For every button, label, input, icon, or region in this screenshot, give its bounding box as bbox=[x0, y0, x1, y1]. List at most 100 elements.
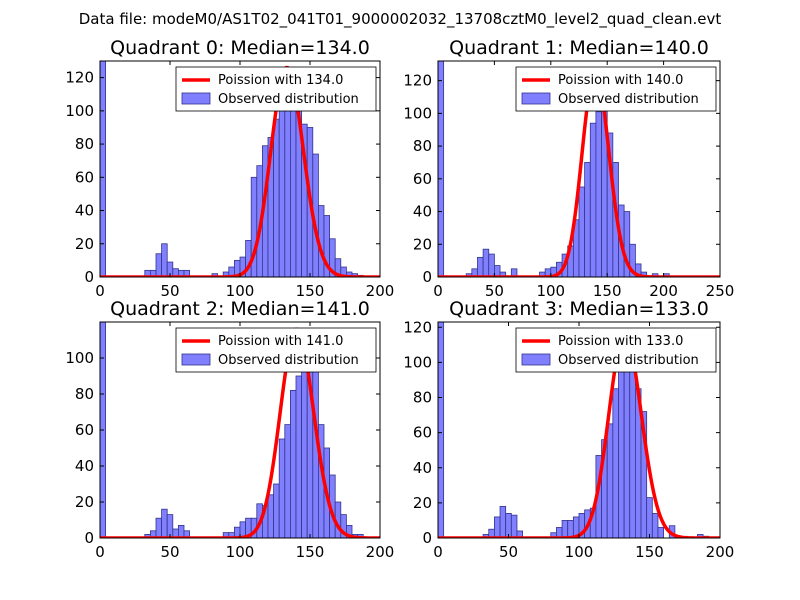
legend-patch-swatch bbox=[181, 353, 211, 366]
x-tick-label: 50 bbox=[499, 543, 518, 561]
x-tick-label: 50 bbox=[160, 282, 179, 300]
hist-bar bbox=[177, 525, 185, 538]
y-tick-label: 60 bbox=[75, 421, 94, 439]
panel-quadrant-1: 0 50 100 150 200 250 0 20 40 60 80 100 120 Quadrant 1… bbox=[403, 37, 734, 300]
x-tick-label: 50 bbox=[160, 543, 179, 561]
legend: Poission with 141.0 Observed distribution bbox=[175, 327, 377, 373]
y-tick-label: 100 bbox=[403, 353, 432, 371]
hist-bar bbox=[651, 513, 659, 538]
hist-bar bbox=[618, 370, 625, 538]
hist-bar bbox=[155, 517, 162, 538]
hist-bar bbox=[284, 424, 291, 538]
x-tick-label: 0 bbox=[433, 543, 443, 561]
axes-frame bbox=[437, 60, 721, 278]
hist-bar bbox=[646, 497, 653, 538]
x-tick-label: 100 bbox=[536, 282, 565, 300]
hist-bar bbox=[567, 520, 574, 538]
y-tick-label: 20 bbox=[75, 493, 94, 511]
hist-bar bbox=[561, 520, 569, 538]
y-tick-label: 100 bbox=[65, 102, 94, 120]
y-tick-label: 80 bbox=[413, 137, 432, 155]
hist-bar bbox=[161, 243, 168, 277]
x-tick-label: 200 bbox=[366, 543, 395, 561]
x-tick-label: 250 bbox=[706, 282, 735, 300]
hist-bar bbox=[477, 256, 484, 277]
hist-bar bbox=[278, 438, 286, 538]
hist-bar bbox=[289, 90, 297, 277]
x-tick-label: 100 bbox=[565, 543, 594, 561]
hist-bar bbox=[612, 388, 619, 538]
y-tick-label: 0 bbox=[422, 268, 432, 286]
legend-entry-fit: Poission with 141.0 bbox=[218, 334, 343, 349]
y-tick-label: 60 bbox=[75, 168, 94, 186]
legend-patch-swatch bbox=[521, 92, 551, 105]
hist-bar bbox=[273, 483, 280, 538]
x-tick-label: 100 bbox=[226, 282, 255, 300]
x-tick-label: 200 bbox=[706, 543, 735, 561]
hist-bar bbox=[273, 118, 280, 277]
y-tick-label: 20 bbox=[75, 235, 94, 253]
hist-bar bbox=[329, 238, 336, 277]
hist-bar bbox=[345, 525, 353, 538]
y-tick-label: 0 bbox=[84, 268, 94, 286]
y-tick-label: 0 bbox=[84, 529, 94, 547]
legend-entry-observed: Observed distribution bbox=[218, 353, 359, 368]
hist-bar bbox=[640, 411, 648, 538]
hist-bar bbox=[482, 248, 490, 277]
legend-patch-swatch bbox=[181, 92, 211, 105]
x-tick-label: 150 bbox=[296, 543, 325, 561]
y-tick-label: 100 bbox=[403, 104, 432, 122]
hist-bar bbox=[278, 95, 286, 277]
y-tick-label: 120 bbox=[65, 69, 94, 87]
x-tick-label: 150 bbox=[593, 282, 622, 300]
y-tick-label: 20 bbox=[413, 235, 432, 253]
hist-bar bbox=[438, 322, 445, 538]
y-tick-label: 60 bbox=[413, 424, 432, 442]
hist-bar bbox=[510, 514, 518, 538]
hist-bar bbox=[301, 359, 308, 538]
y-tick-label: 80 bbox=[413, 389, 432, 407]
x-tick-label: 200 bbox=[649, 282, 678, 300]
x-tick-label: 200 bbox=[366, 282, 395, 300]
y-tick-label: 60 bbox=[413, 170, 432, 188]
hist-bar bbox=[161, 508, 168, 538]
y-tick-label: 80 bbox=[75, 385, 94, 403]
legend: Poission with 134.0 Observed distribution bbox=[175, 66, 377, 112]
legend: Poission with 133.0 Observed distribution bbox=[515, 327, 717, 373]
x-tick-label: 0 bbox=[95, 282, 105, 300]
hist-bar bbox=[589, 122, 597, 277]
hist-bar bbox=[499, 271, 507, 277]
legend-entry-observed: Observed distribution bbox=[558, 92, 699, 107]
hist-bar bbox=[183, 269, 190, 277]
legend-patch-swatch bbox=[521, 353, 551, 366]
y-tick-label: 40 bbox=[75, 457, 94, 475]
hist-bar bbox=[584, 162, 591, 277]
hist-bar bbox=[438, 61, 445, 277]
hist-bar bbox=[623, 349, 631, 538]
hist-bar bbox=[606, 423, 614, 538]
panel-quadrant-2: 0 50 100 150 200 0 20 40 60 80 100 Quadrant 2: Medi… bbox=[65, 298, 394, 561]
hist-bar bbox=[155, 253, 162, 277]
hist-bar bbox=[499, 505, 507, 538]
y-tick-label: 120 bbox=[403, 318, 432, 336]
hist-bar bbox=[289, 389, 297, 538]
x-tick-label: 0 bbox=[95, 543, 105, 561]
x-tick-label: 150 bbox=[296, 282, 325, 300]
hist-bar bbox=[267, 494, 274, 538]
y-tick-label: 100 bbox=[65, 349, 94, 367]
y-tick-label: 40 bbox=[413, 203, 432, 221]
hist-bar bbox=[295, 375, 302, 538]
y-tick-label: 20 bbox=[413, 494, 432, 512]
y-tick-label: 80 bbox=[75, 135, 94, 153]
poisson-fit-line bbox=[438, 69, 720, 277]
hist-bar bbox=[595, 111, 602, 277]
panel-quadrant-0: 0 50 100 150 200 0 20 40 60 80 100 120 Quadrant 0: M… bbox=[65, 37, 394, 300]
y-tick-label: 0 bbox=[422, 529, 432, 547]
x-tick-label: 100 bbox=[226, 543, 255, 561]
hist-bar bbox=[493, 516, 501, 538]
y-tick-label: 40 bbox=[75, 202, 94, 220]
hist-bar bbox=[488, 253, 495, 277]
panel-title: Quadrant 3: Median=133.0 bbox=[449, 298, 709, 320]
hist-bar bbox=[657, 527, 665, 538]
